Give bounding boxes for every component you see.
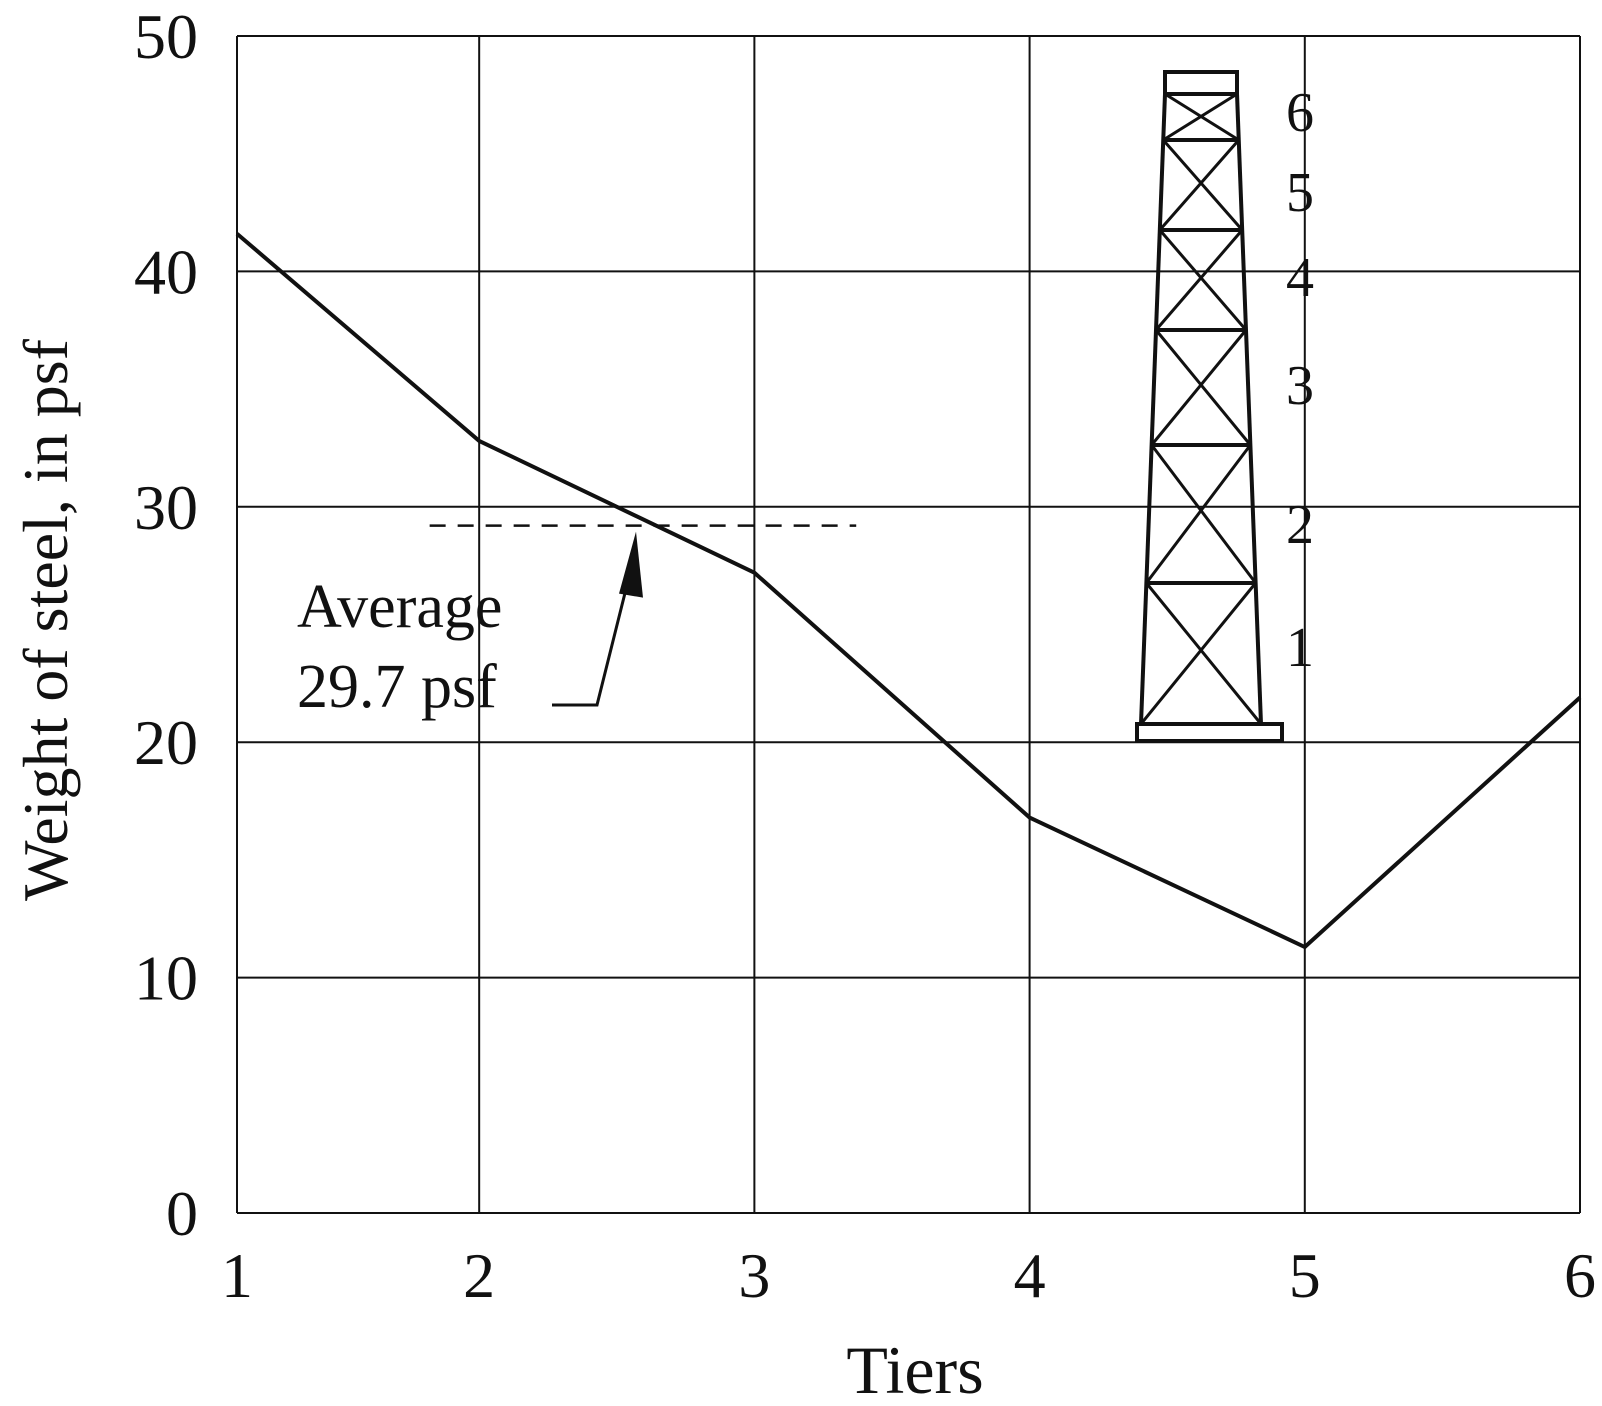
y-tick-label: 20 <box>134 707 198 778</box>
tower-brace <box>1162 139 1244 231</box>
tier-label: 3 <box>1286 355 1314 417</box>
series-line <box>235 232 1582 950</box>
tower-leg-right <box>1235 93 1263 725</box>
x-axis-title: Tiers <box>846 1332 983 1406</box>
average-label-title: Average <box>297 573 502 641</box>
average-annotation: Average 29.7 psf <box>297 524 857 721</box>
tower-brace <box>1154 229 1244 331</box>
x-tick-label: 3 <box>738 1240 770 1311</box>
grid <box>236 35 1581 1214</box>
average-arrowhead <box>619 531 643 598</box>
y-tick-label: 30 <box>134 472 198 543</box>
y-tick-label: 50 <box>134 1 198 72</box>
x-tick-label: 6 <box>1564 1240 1596 1311</box>
tower-brace <box>1154 329 1252 446</box>
tower-brace <box>1150 329 1248 446</box>
average-leader <box>552 592 627 707</box>
tier-label: 1 <box>1286 617 1314 679</box>
x-tick-label: 4 <box>1014 1240 1046 1311</box>
data-series <box>235 232 1582 950</box>
y-tick-label: 40 <box>134 236 198 307</box>
x-tick-label: 1 <box>221 1240 253 1311</box>
tier-label: 5 <box>1286 162 1314 224</box>
tier-label: 6 <box>1286 82 1314 144</box>
tower-brace <box>1139 582 1257 725</box>
y-tick-label: 0 <box>166 1178 198 1249</box>
tower-brace <box>1158 139 1240 231</box>
tower-brace <box>1164 92 1240 142</box>
x-tick-label: 5 <box>1289 1240 1321 1311</box>
y-tick-label: 10 <box>134 943 198 1014</box>
tower-brace <box>1150 444 1257 584</box>
average-label-value: 29.7 psf <box>297 653 497 721</box>
tower-base <box>1135 722 1284 743</box>
tower-inset: 6 5 4 3 2 1 <box>1135 70 1314 743</box>
y-axis-title: Weight of steel, in psf <box>10 338 81 901</box>
tower-leg-left <box>1139 93 1167 725</box>
tower-cap <box>1163 70 1239 96</box>
tower-brace <box>1145 444 1252 584</box>
tier-label: 4 <box>1286 247 1314 309</box>
tower-brace <box>1145 582 1263 725</box>
tower-brace <box>1158 229 1248 331</box>
tier-label: 2 <box>1286 494 1314 556</box>
x-tick-label: 2 <box>463 1240 495 1311</box>
axis-tick-labels: 0 10 20 30 40 50 1 2 3 4 5 6 <box>134 1 1596 1311</box>
